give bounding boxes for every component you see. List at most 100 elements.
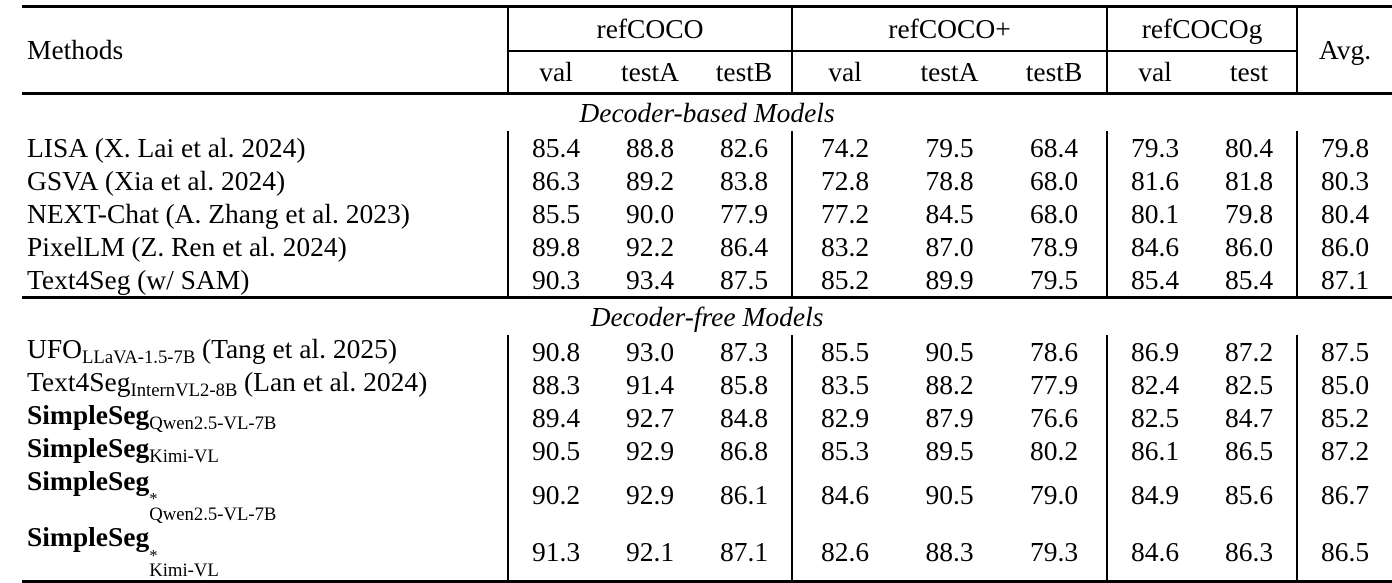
value-cell: 85.4 xyxy=(507,131,603,164)
value-cell: 68.0 xyxy=(1029,197,1079,229)
value-cell: 86.9 xyxy=(1106,335,1203,368)
value-cell: 86.1 xyxy=(1106,434,1203,467)
method-cell: NEXT-Chat (A. Zhang et al. 2023) xyxy=(22,197,508,230)
subheader-refcoco-val: val xyxy=(507,51,603,94)
value-cell: 80.2 xyxy=(1029,434,1079,466)
value-cell: 90.0 xyxy=(625,197,675,229)
value-cell: 80.3 xyxy=(1296,164,1392,197)
subheader-refcocog-val: val xyxy=(1106,51,1203,94)
value-cell: 82.5 xyxy=(1106,401,1203,434)
value-cell: 86.4 xyxy=(719,230,769,262)
value-cell: 77.9 xyxy=(1029,368,1079,400)
value-cell: 79.8 xyxy=(1224,197,1274,229)
method-subscript: LLaVA-1.5-7B xyxy=(82,347,196,369)
value-cell: 79.0 xyxy=(1029,479,1079,511)
method-name: Text4Seg xyxy=(27,366,131,398)
method-supsub: * Kimi-VL xyxy=(149,545,219,580)
method-citation: (A. Zhang et al. 2023) xyxy=(165,197,410,229)
subheader-refcoco-plus-val: val xyxy=(791,51,897,94)
group-header-refcoco-plus: refCOCO+ xyxy=(790,6,1108,52)
value-cell: 86.5 xyxy=(1224,434,1274,466)
value-cell: 83.8 xyxy=(719,164,769,196)
value-cell: 84.7 xyxy=(1224,401,1274,433)
value-cell: 79.5 xyxy=(925,131,974,163)
value-cell: 86.0 xyxy=(1296,230,1392,263)
value-cell: 85.0 xyxy=(1296,368,1392,401)
method-citation: (w/ SAM) xyxy=(137,263,250,295)
value-cell: 85.3 xyxy=(791,434,897,467)
section-title: Decoder-free Models xyxy=(22,296,1392,335)
value-cell: 90.5 xyxy=(507,434,603,467)
value-cell: 85.8 xyxy=(719,368,769,400)
value-cell: 74.2 xyxy=(791,131,897,164)
value-cell: 87.3 xyxy=(719,335,769,367)
section-row: Decoder-based Models xyxy=(22,92,1392,131)
method-cell: SimpleSeg * Kimi-VL xyxy=(22,523,508,581)
method-cell: Text4Seg (w/ SAM) xyxy=(22,263,508,298)
value-cell: 86.3 xyxy=(1224,535,1274,567)
subheader-refcoco-plus-testb: testB xyxy=(1025,56,1083,88)
value-cell: 86.0 xyxy=(1224,230,1274,262)
method-superscript: * xyxy=(149,545,158,565)
value-cell: 84.5 xyxy=(925,197,974,229)
method-name: GSVA xyxy=(27,164,99,196)
method-citation: (Tang et al. 2025) xyxy=(201,333,398,365)
section-title: Decoder-based Models xyxy=(22,92,1392,131)
value-cell: 83.2 xyxy=(791,230,897,263)
subheader-refcocog-test: test xyxy=(1229,56,1269,88)
value-cell: 86.3 xyxy=(507,164,603,197)
value-cell: 92.9 xyxy=(625,434,675,466)
method-cell: Text4SegInternVL2-8B (Lan et al. 2024) xyxy=(22,368,508,401)
method-subscript: Kimi-VL xyxy=(149,446,219,468)
table-row: Text4SegInternVL2-8B (Lan et al. 2024) 88.… xyxy=(22,368,1392,401)
value-cell: 90.8 xyxy=(507,335,603,368)
value-cell: 82.6 xyxy=(719,131,769,163)
column-header-methods: Methods xyxy=(27,34,124,66)
table-row: NEXT-Chat (A. Zhang et al. 2023) 85.5 90.0 7… xyxy=(22,197,1392,230)
value-cell: 87.9 xyxy=(925,401,974,433)
subheader-refcoco-testb: testB xyxy=(715,56,773,88)
header-group-row: Methods refCOCO refCOCO+ refCOCOg Avg. xyxy=(22,6,1392,94)
table-row: UFOLLaVA-1.5-7B (Tang et al. 2025) 90.8 93.… xyxy=(22,335,1392,368)
value-cell: 80.4 xyxy=(1224,131,1274,163)
value-cell: 91.3 xyxy=(507,523,603,582)
value-cell: 89.5 xyxy=(925,434,974,466)
value-cell: 92.7 xyxy=(625,401,675,433)
group-header-refcocog: refCOCOg xyxy=(1106,6,1298,52)
method-citation: (Lan et al. 2024) xyxy=(243,366,428,398)
value-cell: 81.6 xyxy=(1106,164,1203,197)
value-cell: 88.3 xyxy=(507,368,603,401)
value-cell: 78.6 xyxy=(1029,335,1079,367)
table-row: PixelLM (Z. Ren et al. 2024) 89.8 92.2 86.4 8… xyxy=(22,230,1392,263)
value-cell: 87.5 xyxy=(719,263,769,295)
method-name: Text4Seg xyxy=(27,263,131,295)
column-header-avg: Avg. xyxy=(1296,6,1392,94)
table-body: Decoder-based Models LISA (X. Lai et al. 2… xyxy=(22,92,1392,582)
value-cell: 84.9 xyxy=(1106,467,1203,524)
value-cell: 82.4 xyxy=(1106,368,1203,401)
results-table: Methods refCOCO refCOCO+ refCOCOg Avg. v… xyxy=(22,5,1392,583)
value-cell: 92.9 xyxy=(625,479,675,511)
value-cell: 80.4 xyxy=(1296,197,1392,230)
method-subscript: Qwen2.5-VL-7B xyxy=(149,503,277,525)
table-row: LISA (X. Lai et al. 2024) 85.4 88.8 82.6 74.2… xyxy=(22,131,1392,164)
method-name: UFO xyxy=(27,333,83,365)
method-name: LISA xyxy=(27,131,89,163)
value-cell: 76.6 xyxy=(1029,401,1079,433)
value-cell: 87.5 xyxy=(1296,335,1392,368)
value-cell: 79.5 xyxy=(1029,263,1079,295)
value-cell: 92.1 xyxy=(625,535,675,567)
value-cell: 84.6 xyxy=(1106,523,1203,582)
value-cell: 85.4 xyxy=(1106,263,1203,298)
method-name: SimpleSeg xyxy=(27,465,150,496)
method-supsub: * Qwen2.5-VL-7B xyxy=(149,491,277,525)
value-cell: 81.8 xyxy=(1224,164,1274,196)
value-cell: 68.0 xyxy=(1029,164,1079,196)
value-cell: 89.4 xyxy=(507,401,603,434)
table-row: SimpleSeg * Kimi-VL 91.3 92.1 87.1 82.6 88.3 79.… xyxy=(22,523,1392,582)
value-cell: 92.2 xyxy=(625,230,675,262)
method-cell: LISA (X. Lai et al. 2024) xyxy=(22,131,508,164)
value-cell: 77.2 xyxy=(791,197,897,230)
section-row: Decoder-free Models xyxy=(22,296,1392,335)
value-cell: 68.4 xyxy=(1029,131,1079,163)
